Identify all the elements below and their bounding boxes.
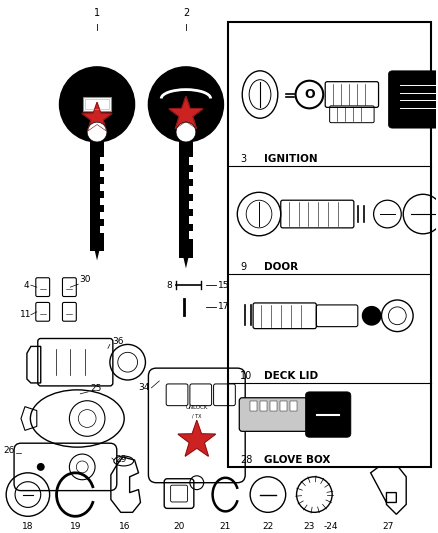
Bar — [189, 157, 197, 165]
Text: 21: 21 — [220, 522, 231, 531]
Text: 36: 36 — [112, 337, 124, 346]
Bar — [270, 401, 277, 410]
Text: 17: 17 — [218, 302, 229, 311]
Text: 18: 18 — [22, 522, 34, 531]
Circle shape — [87, 122, 107, 142]
Bar — [228, 22, 431, 467]
Text: 22: 22 — [262, 522, 274, 531]
Bar — [100, 171, 108, 177]
Text: -24: -24 — [323, 522, 338, 531]
Text: 2: 2 — [183, 9, 189, 19]
Bar — [260, 401, 267, 410]
FancyBboxPatch shape — [389, 71, 438, 128]
Text: 27: 27 — [383, 522, 394, 531]
Circle shape — [37, 463, 45, 471]
Circle shape — [60, 67, 134, 142]
Text: 30: 30 — [79, 274, 91, 284]
Bar — [67, 314, 72, 320]
Text: UNLOCK: UNLOCK — [186, 405, 208, 410]
Bar — [100, 198, 108, 205]
Polygon shape — [169, 96, 203, 128]
Text: 15: 15 — [218, 281, 229, 289]
Bar — [100, 226, 108, 233]
Polygon shape — [82, 102, 112, 131]
Bar — [189, 172, 197, 180]
Text: GLOVE BOX: GLOVE BOX — [264, 455, 330, 465]
Text: 20: 20 — [173, 522, 185, 531]
Bar — [189, 231, 197, 239]
Bar — [189, 187, 197, 195]
Circle shape — [176, 122, 196, 142]
Bar — [290, 401, 297, 410]
Text: 9: 9 — [240, 262, 247, 272]
Text: O: O — [304, 88, 315, 101]
Bar — [250, 401, 257, 410]
Circle shape — [148, 67, 223, 142]
Circle shape — [362, 306, 381, 326]
Text: 19: 19 — [70, 522, 81, 531]
Text: 25: 25 — [90, 384, 102, 393]
Bar — [40, 289, 46, 295]
Bar — [179, 142, 193, 259]
Polygon shape — [90, 231, 104, 261]
Text: 16: 16 — [119, 522, 131, 531]
Text: DOOR: DOOR — [264, 262, 298, 272]
Text: 1: 1 — [94, 9, 100, 19]
Bar — [100, 212, 108, 219]
Bar — [90, 142, 104, 251]
Text: 3: 3 — [240, 154, 247, 164]
FancyBboxPatch shape — [305, 392, 351, 437]
Text: 34: 34 — [138, 383, 149, 392]
Text: 23: 23 — [304, 522, 315, 531]
Bar — [100, 157, 108, 164]
Bar — [67, 289, 72, 295]
Bar — [189, 201, 197, 209]
Polygon shape — [179, 239, 193, 269]
Bar — [189, 216, 197, 224]
FancyBboxPatch shape — [239, 398, 309, 431]
Text: 28: 28 — [240, 455, 253, 465]
Text: 4: 4 — [23, 281, 29, 289]
Text: 26: 26 — [4, 446, 15, 455]
Polygon shape — [178, 421, 215, 456]
Bar — [83, 98, 111, 111]
Text: 29: 29 — [116, 456, 127, 464]
Bar — [85, 100, 109, 109]
Text: DECK LID: DECK LID — [264, 371, 318, 381]
Text: 10: 10 — [240, 371, 253, 381]
Bar — [100, 184, 108, 191]
Text: 11: 11 — [20, 310, 32, 319]
Text: IGNITION: IGNITION — [264, 154, 318, 164]
Bar — [280, 401, 287, 410]
Text: / TX: / TX — [192, 413, 201, 418]
Text: 8: 8 — [166, 281, 172, 289]
Bar — [40, 314, 46, 320]
